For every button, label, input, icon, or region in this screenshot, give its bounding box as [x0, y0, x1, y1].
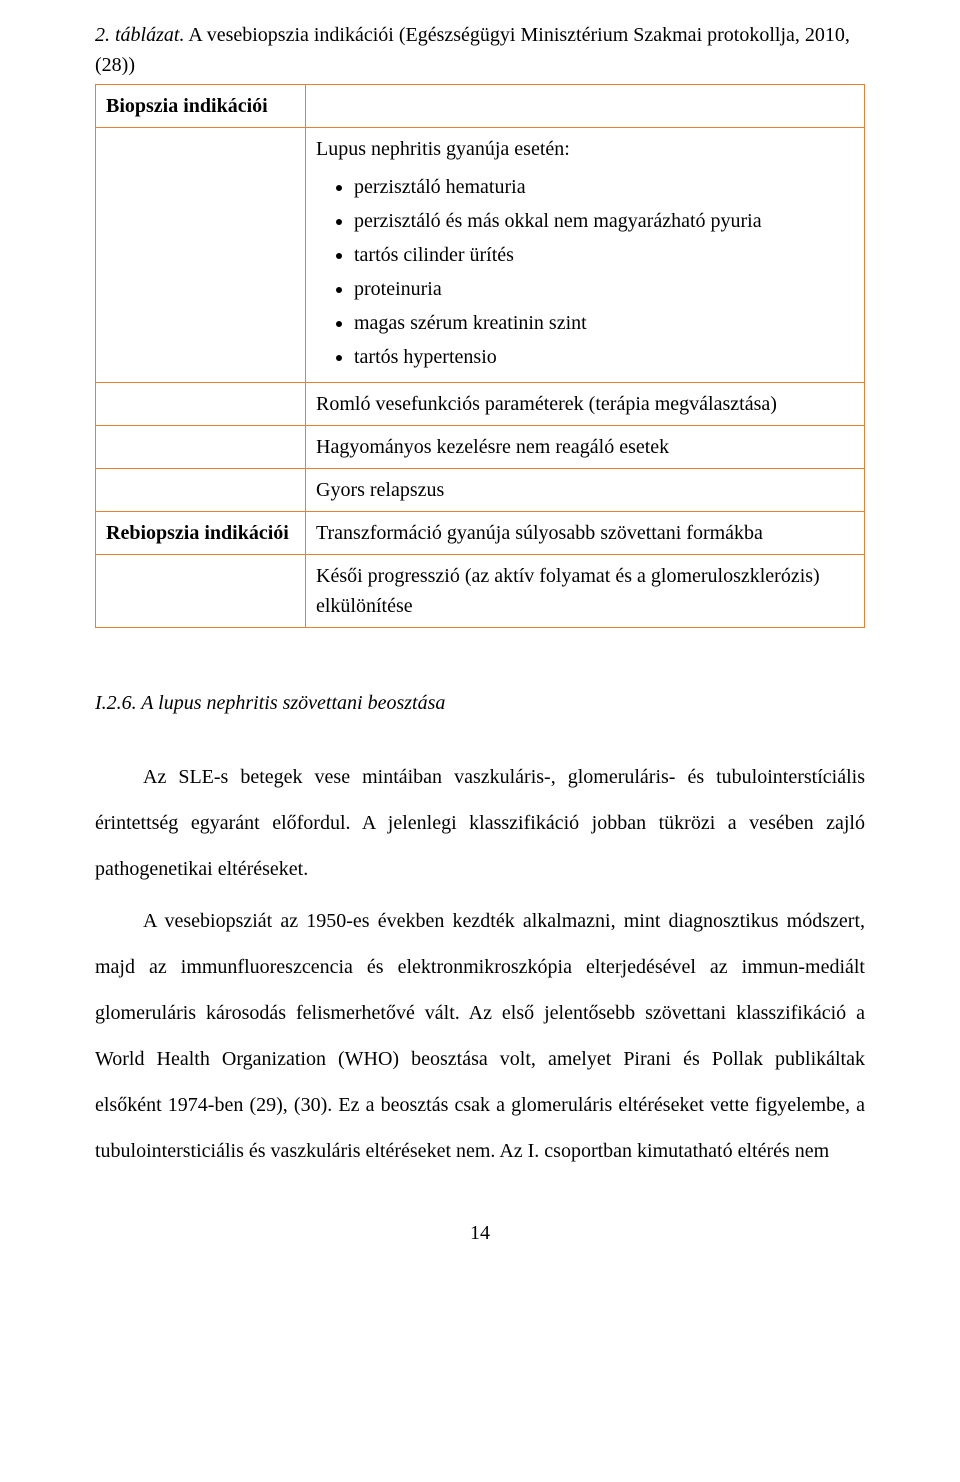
table-cell-empty [96, 128, 306, 383]
table-cell-empty [96, 426, 306, 469]
table-header-biopszia: Biopszia indikációi [96, 85, 306, 128]
indications-table: Biopszia indikációi Lupus nephritis gyan… [95, 84, 865, 628]
list-item: perzisztáló és más okkal nem magyarázhat… [354, 204, 854, 238]
table-cell-empty [96, 383, 306, 426]
table-cell: Gyors relapszus [306, 469, 865, 512]
list-item: magas szérum kreatinin szint [354, 306, 854, 340]
caption-label: 2. táblázat. [95, 24, 184, 46]
caption-text: A vesebiopszia indikációi (Egészségügyi … [95, 24, 850, 76]
list-item: proteinuria [354, 272, 854, 306]
table-cell-empty [306, 85, 865, 128]
body-paragraph: Az SLE-s betegek vese mintáiban vaszkulá… [95, 754, 865, 892]
list-item: perzisztáló hematuria [354, 170, 854, 204]
table-header-rebiopszia: Rebiopszia indikációi [96, 512, 306, 555]
bullets-lead-in: Lupus nephritis gyanúja esetén: [316, 134, 854, 164]
table-cell-empty [96, 469, 306, 512]
table-cell: Romló vesefunkciós paraméterek (terápia … [306, 383, 865, 426]
list-item: tartós cilinder ürítés [354, 238, 854, 272]
body-paragraph: A vesebiopsziát az 1950-es években kezdt… [95, 898, 865, 1174]
section-heading: I.2.6. A lupus nephritis szövettani beos… [95, 688, 865, 718]
table-caption: 2. táblázat. A vesebiopszia indikációi (… [95, 20, 865, 80]
table-cell-empty [96, 555, 306, 628]
table-cell: Transzformáció gyanúja súlyosabb szövett… [306, 512, 865, 555]
table-cell-bullets: Lupus nephritis gyanúja esetén: perziszt… [306, 128, 865, 383]
table-cell: Késői progresszió (az aktív folyamat és … [306, 555, 865, 628]
table-cell: Hagyományos kezelésre nem reagáló esetek [306, 426, 865, 469]
list-item: tartós hypertensio [354, 340, 854, 374]
page-number: 14 [95, 1218, 865, 1248]
bullet-list: perzisztáló hematuria perzisztáló és más… [354, 168, 854, 376]
